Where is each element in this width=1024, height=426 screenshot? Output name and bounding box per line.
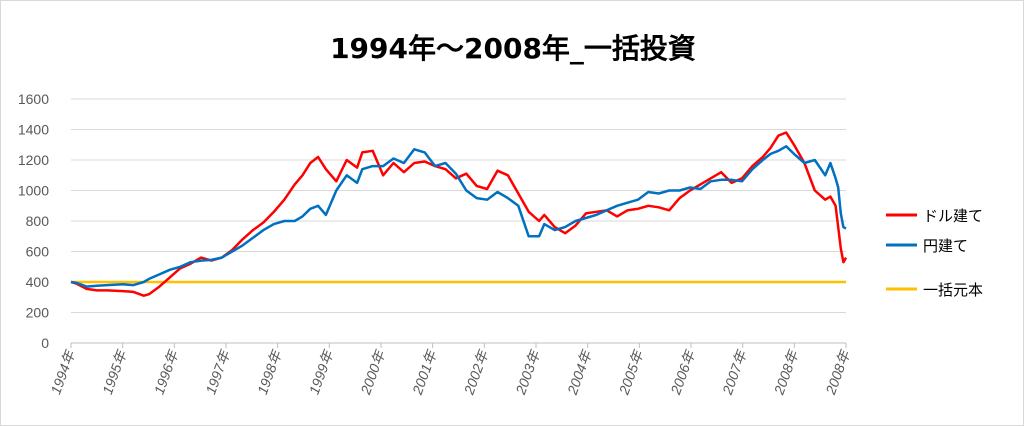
x-tick-label: 1997年 xyxy=(202,347,233,397)
x-tick-label: 2007年 xyxy=(719,347,751,398)
x-tick-label: 1999年 xyxy=(306,347,337,397)
x-tick-label: 1995年 xyxy=(99,347,130,397)
x-tick-label: 2001年 xyxy=(409,347,441,398)
y-tick-label: 1600 xyxy=(18,91,49,107)
y-tick-label: 800 xyxy=(26,213,50,229)
legend-label: ドル建て xyxy=(923,207,983,225)
x-tick-label: 2005年 xyxy=(615,347,647,398)
legend-label: 一括元本 xyxy=(923,281,983,299)
x-tick-label: 2002年 xyxy=(460,347,492,398)
gridlines xyxy=(71,98,846,344)
x-axis-ticks: 1994年 1995年 1996年 1997年 1998年 1999年 2000年 2001年… xyxy=(47,342,854,398)
x-tick-label: 1996年 xyxy=(151,347,182,397)
x-tick-label: 2004年 xyxy=(564,347,596,398)
y-tick-label: 600 xyxy=(26,244,50,260)
y-tick-label: 1200 xyxy=(18,152,49,168)
x-tick-label: 2003年 xyxy=(512,347,544,398)
series-lines xyxy=(70,131,848,297)
chart-title: 1994年～2008年_一括投資 xyxy=(330,32,696,65)
y-tick-label: 400 xyxy=(26,274,50,290)
legend-label: 円建て xyxy=(923,237,968,255)
x-tick-label: 2008年 xyxy=(770,347,802,398)
x-tick-label: 1998年 xyxy=(254,347,285,397)
x-tick-label: 1994年 xyxy=(47,347,78,397)
y-tick-label: 0 xyxy=(41,335,49,351)
y-tick-label: 200 xyxy=(26,305,50,321)
x-tick-label: 2000年 xyxy=(357,347,389,398)
series-line-1 xyxy=(70,145,847,288)
series-line-0 xyxy=(70,131,848,297)
y-tick-label: 1000 xyxy=(18,183,49,199)
y-tick-label: 1400 xyxy=(18,122,49,138)
y-axis-ticks: 0 200 400 600 800 1000 1200 1400 1600 xyxy=(18,91,49,351)
x-tick-label: 2008年 xyxy=(822,347,854,398)
x-tick-label: 2006年 xyxy=(667,347,699,398)
